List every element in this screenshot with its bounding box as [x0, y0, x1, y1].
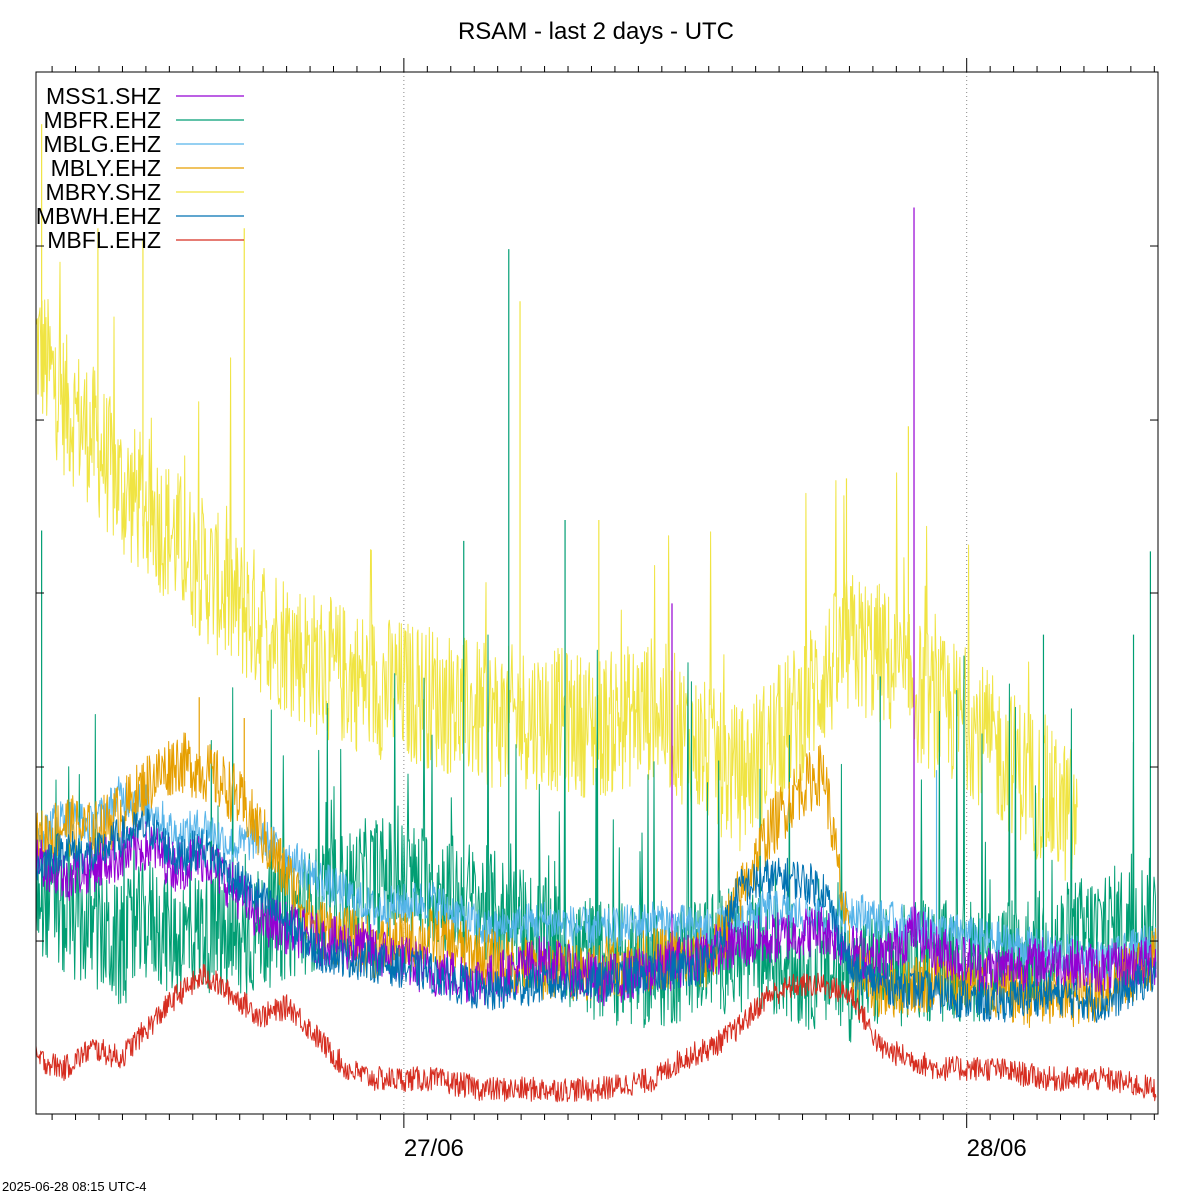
legend-label-4: MBRY.SHZ: [46, 179, 161, 205]
series-line-mss1-shz: [35, 821, 1157, 1007]
x-tick-label-1: 28/06: [967, 1135, 1027, 1162]
series-line-mbwh-ehz: [35, 808, 1157, 1023]
series-mbry-shz: [35, 124, 1078, 881]
legend-label-0: MSS1.SHZ: [46, 83, 161, 109]
legend-label-2: MBLG.EHZ: [43, 131, 161, 157]
series-mbfl-ehz: [35, 963, 1157, 1103]
series-line-mbry-shz: [35, 261, 1078, 881]
legend: MSS1.SHZMBFR.EHZMBLG.EHZMBLY.EHZMBRY.SHZ…: [36, 83, 244, 253]
legend-label-1: MBFR.EHZ: [43, 107, 161, 133]
series-mss1-shz: [35, 207, 1157, 1007]
series-line-mbfl-ehz: [35, 963, 1157, 1103]
series-layer: [35, 124, 1157, 1103]
legend-label-3: MBLY.EHZ: [51, 155, 161, 181]
chart-title: RSAM - last 2 days - UTC: [458, 18, 734, 45]
legend-label-6: MBFL.EHZ: [47, 227, 161, 253]
timestamp-footer: 2025-06-28 08:15 UTC-4: [2, 1179, 147, 1194]
series-mbwh-ehz: [35, 808, 1157, 1023]
legend-label-5: MBWH.EHZ: [36, 203, 161, 229]
x-tick-label-0: 27/06: [404, 1135, 464, 1162]
axis-ticks: 27/06 28/06: [36, 58, 1158, 1162]
